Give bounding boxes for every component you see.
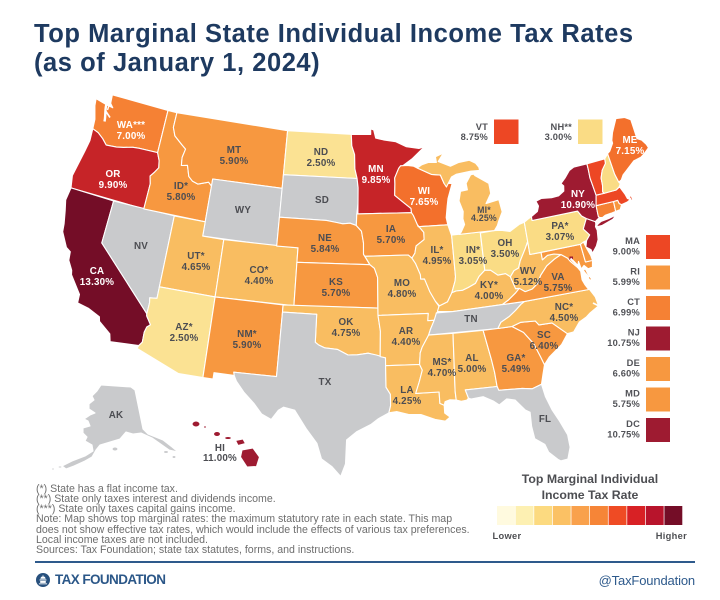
svg-text:GA*: GA* <box>506 353 525 364</box>
svg-text:CO*: CO* <box>249 265 268 276</box>
svg-text:KS: KS <box>329 277 343 288</box>
svg-text:6.60%: 6.60% <box>613 368 641 378</box>
svg-text:KY*: KY* <box>480 280 498 291</box>
svg-text:WI: WI <box>418 186 430 197</box>
svg-text:PA*: PA* <box>551 221 568 232</box>
svg-text:NJ: NJ <box>628 328 640 338</box>
svg-text:NH**: NH** <box>551 122 573 132</box>
svg-text:4.65%: 4.65% <box>182 262 211 273</box>
svg-text:NM*: NM* <box>237 329 257 340</box>
svg-text:9.90%: 9.90% <box>99 180 128 191</box>
svg-text:IL*: IL* <box>430 245 443 256</box>
svg-text:5.90%: 5.90% <box>233 340 262 351</box>
svg-text:DE: DE <box>627 358 640 368</box>
svg-text:4.40%: 4.40% <box>392 337 421 348</box>
svg-text:MA: MA <box>625 236 640 246</box>
svg-text:6.99%: 6.99% <box>613 307 641 317</box>
svg-text:8.75%: 8.75% <box>461 132 489 142</box>
svg-text:4.25%: 4.25% <box>471 213 497 223</box>
svg-text:DC: DC <box>626 419 640 429</box>
svg-text:10.90%: 10.90% <box>561 200 596 211</box>
svg-text:MN: MN <box>368 164 384 175</box>
svg-text:ID*: ID* <box>174 181 188 192</box>
svg-text:AR: AR <box>399 326 414 337</box>
svg-text:AZ*: AZ* <box>175 322 192 333</box>
svg-text:10.75%: 10.75% <box>607 338 640 348</box>
svg-text:WY: WY <box>235 205 251 216</box>
svg-text:NE: NE <box>318 233 332 244</box>
svg-text:NC*: NC* <box>555 302 574 313</box>
svg-text:4.00%: 4.00% <box>475 291 504 302</box>
svg-text:5.75%: 5.75% <box>544 283 573 294</box>
svg-text:SD: SD <box>315 195 329 206</box>
svg-text:4.70%: 4.70% <box>428 368 457 379</box>
svg-text:7.65%: 7.65% <box>410 197 439 208</box>
svg-text:MD: MD <box>625 389 640 399</box>
svg-text:Top Marginal Individual: Top Marginal Individual <box>522 472 658 486</box>
svg-text:4.95%: 4.95% <box>423 256 452 267</box>
svg-text:IA: IA <box>386 224 396 235</box>
svg-text:WA***: WA*** <box>117 120 145 131</box>
svg-text:HI: HI <box>215 443 225 454</box>
svg-text:4.50%: 4.50% <box>550 313 579 324</box>
svg-text:4.40%: 4.40% <box>245 276 274 287</box>
svg-text:11.00%: 11.00% <box>203 453 237 464</box>
svg-text:AL: AL <box>465 353 478 364</box>
svg-text:ME: ME <box>622 135 637 146</box>
svg-text:MI*: MI* <box>477 205 491 215</box>
svg-text:TX: TX <box>319 377 332 388</box>
svg-text:CT: CT <box>627 297 640 307</box>
svg-text:3.07%: 3.07% <box>546 232 575 243</box>
svg-text:7.00%: 7.00% <box>117 131 146 142</box>
svg-text:5.70%: 5.70% <box>377 235 406 246</box>
svg-text:5.70%: 5.70% <box>322 288 351 299</box>
svg-text:TN: TN <box>464 314 477 325</box>
svg-text:UT*: UT* <box>187 251 204 262</box>
svg-text:10.75%: 10.75% <box>607 429 640 439</box>
svg-text:5.80%: 5.80% <box>167 192 196 203</box>
svg-text:ND: ND <box>314 147 329 158</box>
svg-text:OK: OK <box>338 317 353 328</box>
svg-text:4.25%: 4.25% <box>393 396 422 407</box>
svg-text:5.12%: 5.12% <box>514 277 543 288</box>
svg-text:3.00%: 3.00% <box>545 132 573 142</box>
svg-text:SC: SC <box>537 330 551 341</box>
svg-text:6.40%: 6.40% <box>530 341 559 352</box>
svg-text:2.50%: 2.50% <box>307 158 336 169</box>
svg-text:LA: LA <box>400 385 413 396</box>
svg-text:5.84%: 5.84% <box>311 244 340 255</box>
svg-text:13.30%: 13.30% <box>80 277 115 288</box>
svg-text:MS*: MS* <box>432 357 451 368</box>
svg-text:5.90%: 5.90% <box>220 156 249 167</box>
svg-text:4.80%: 4.80% <box>388 289 417 300</box>
svg-text:AK: AK <box>109 410 124 421</box>
svg-text:WV: WV <box>520 266 536 277</box>
svg-text:5.00%: 5.00% <box>458 364 487 375</box>
svg-text:3.05%: 3.05% <box>459 256 488 267</box>
svg-text:VA: VA <box>551 272 564 283</box>
svg-text:FL: FL <box>539 414 551 425</box>
svg-text:Lower: Lower <box>493 531 522 541</box>
svg-text:2.50%: 2.50% <box>170 333 199 344</box>
svg-text:VT: VT <box>476 122 488 132</box>
svg-text:OR: OR <box>105 169 120 180</box>
svg-text:NY: NY <box>571 189 585 200</box>
svg-text:RI: RI <box>630 267 640 277</box>
svg-text:MO: MO <box>394 278 410 289</box>
svg-text:7.15%: 7.15% <box>616 146 645 157</box>
svg-text:Higher: Higher <box>656 531 687 541</box>
svg-text:5.75%: 5.75% <box>613 399 641 409</box>
svg-text:9.85%: 9.85% <box>362 175 391 186</box>
svg-text:9.00%: 9.00% <box>613 246 641 256</box>
svg-text:Income Tax Rate: Income Tax Rate <box>542 488 639 502</box>
svg-text:5.49%: 5.49% <box>502 364 531 375</box>
svg-text:4.75%: 4.75% <box>332 328 361 339</box>
svg-text:CA: CA <box>90 266 105 277</box>
svg-text:5.99%: 5.99% <box>613 277 641 287</box>
svg-text:NV: NV <box>134 241 148 252</box>
svg-text:3.50%: 3.50% <box>491 249 520 260</box>
svg-text:MT: MT <box>227 145 242 156</box>
svg-text:IN*: IN* <box>466 245 480 256</box>
svg-text:OH: OH <box>497 238 512 249</box>
